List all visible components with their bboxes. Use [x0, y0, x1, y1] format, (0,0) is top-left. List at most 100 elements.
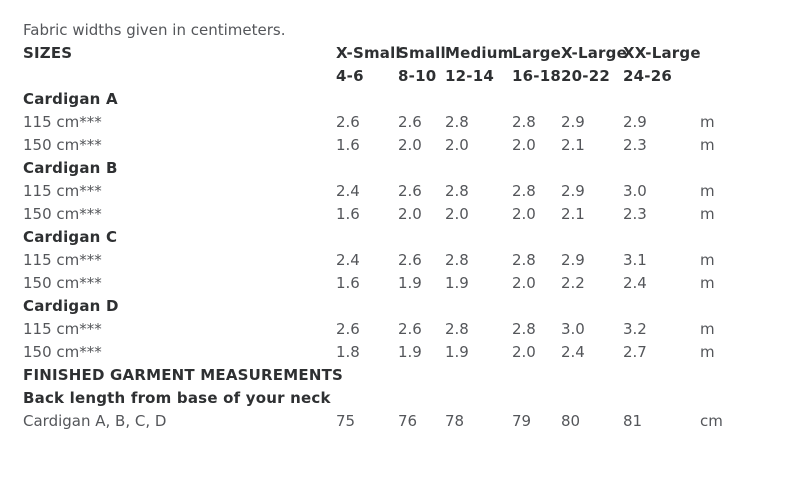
width-value: 1.9 [398, 343, 422, 361]
width-value: 2.1 [561, 205, 585, 223]
width-value: 2.8 [512, 320, 536, 338]
width-value: 2.4 [623, 274, 647, 292]
row-label: 150 cm*** [23, 274, 102, 292]
width-value: 2.8 [512, 182, 536, 200]
size-name-xxlarge: XX-Large [623, 44, 701, 62]
measurement-value: 79 [512, 412, 532, 430]
width-value: 1.9 [445, 343, 469, 361]
unit-label: m [700, 182, 715, 200]
fabric-widths-page: Fabric widths given in centimeters. SIZE… [23, 19, 803, 433]
size-range-large: 16-18 [512, 67, 561, 85]
section-header-row: Cardigan D [23, 295, 803, 318]
width-value: 1.8 [336, 343, 360, 361]
width-value: 1.6 [336, 274, 360, 292]
width-value: 1.6 [336, 136, 360, 154]
width-value: 2.0 [445, 205, 469, 223]
width-value: 2.9 [561, 113, 585, 131]
fabric-width-row: 150 cm*** 1.8 1.9 1.9 2.0 2.4 2.7 m [23, 341, 803, 364]
intro-row: Fabric widths given in centimeters. [23, 19, 803, 42]
section-title: Cardigan A [23, 90, 118, 108]
measurement-value: 75 [336, 412, 356, 430]
spacer-cell [700, 42, 803, 65]
row-label: 115 cm*** [23, 113, 102, 131]
size-name-xlarge: X-Large [561, 44, 627, 62]
fabric-width-row: 115 cm*** 2.4 2.6 2.8 2.8 2.9 3.0 m [23, 180, 803, 203]
fabric-width-row: 150 cm*** 1.6 2.0 2.0 2.0 2.1 2.3 m [23, 134, 803, 157]
row-label: 115 cm*** [23, 251, 102, 269]
fabric-width-row: 150 cm*** 1.6 2.0 2.0 2.0 2.1 2.3 m [23, 203, 803, 226]
section-title: Cardigan B [23, 159, 118, 177]
row-label: 150 cm*** [23, 136, 102, 154]
unit-label: m [700, 136, 715, 154]
width-value: 2.8 [445, 251, 469, 269]
width-value: 2.2 [561, 274, 585, 292]
width-value: 2.0 [398, 136, 422, 154]
measurement-value: 76 [398, 412, 418, 430]
row-label: 115 cm*** [23, 320, 102, 338]
finished-measurement-row: Cardigan A, B, C, D 75 76 78 79 80 81 cm [23, 410, 803, 433]
width-value: 2.9 [561, 182, 585, 200]
width-value: 2.0 [398, 205, 422, 223]
width-value: 1.6 [336, 205, 360, 223]
width-value: 2.6 [398, 182, 422, 200]
width-value: 1.9 [445, 274, 469, 292]
size-range-xxlarge: 24-26 [623, 67, 672, 85]
width-value: 2.0 [512, 136, 536, 154]
measurement-value: 78 [445, 412, 465, 430]
width-value: 3.0 [561, 320, 585, 338]
width-value: 3.1 [623, 251, 647, 269]
width-value: 2.4 [561, 343, 585, 361]
spacer-cell [700, 65, 803, 88]
width-value: 2.6 [336, 320, 360, 338]
spacer-cell [23, 65, 336, 88]
width-value: 2.6 [398, 320, 422, 338]
section-header-row: Cardigan B [23, 157, 803, 180]
size-names-header-row: SIZES X-Small Small Medium Large X-Large… [23, 42, 803, 65]
section-title: Cardigan C [23, 228, 118, 246]
size-range-small: 8-10 [398, 67, 437, 85]
row-label: 150 cm*** [23, 343, 102, 361]
size-ranges-header-row: 4-6 8-10 12-14 16-18 20-22 24-26 [23, 65, 803, 88]
width-value: 2.0 [445, 136, 469, 154]
back-length-heading: Back length from base of your neck [23, 389, 331, 407]
width-value: 2.3 [623, 136, 647, 154]
back-length-heading-row: Back length from base of your neck [23, 387, 803, 410]
unit-label: m [700, 205, 715, 223]
finished-heading-row: FINISHED GARMENT MEASUREMENTS [23, 364, 803, 387]
width-value: 3.2 [623, 320, 647, 338]
measurement-value: 81 [623, 412, 643, 430]
measurement-value: 80 [561, 412, 581, 430]
unit-label: cm [700, 412, 723, 430]
fabric-width-table: Fabric widths given in centimeters. SIZE… [23, 19, 803, 433]
sizes-label: SIZES [23, 44, 73, 62]
section-header-row: Cardigan C [23, 226, 803, 249]
size-name-small: Small [398, 44, 446, 62]
width-value: 2.8 [445, 182, 469, 200]
size-range-xlarge: 20-22 [561, 67, 610, 85]
width-value: 1.9 [398, 274, 422, 292]
size-range-medium: 12-14 [445, 67, 494, 85]
width-value: 2.8 [445, 113, 469, 131]
fabric-width-row: 115 cm*** 2.4 2.6 2.8 2.8 2.9 3.1 m [23, 249, 803, 272]
unit-label: m [700, 113, 715, 131]
row-label: 150 cm*** [23, 205, 102, 223]
width-value: 2.8 [512, 113, 536, 131]
width-value: 2.1 [561, 136, 585, 154]
width-value: 2.0 [512, 343, 536, 361]
fabric-width-row: 115 cm*** 2.6 2.6 2.8 2.8 3.0 3.2 m [23, 318, 803, 341]
section-header-row: Cardigan A [23, 88, 803, 111]
width-value: 2.3 [623, 205, 647, 223]
width-value: 2.8 [445, 320, 469, 338]
width-value: 2.4 [336, 182, 360, 200]
width-value: 2.6 [398, 113, 422, 131]
size-name-medium: Medium [445, 44, 514, 62]
width-value: 2.0 [512, 274, 536, 292]
width-value: 2.9 [623, 113, 647, 131]
finished-garment-heading: FINISHED GARMENT MEASUREMENTS [23, 366, 344, 384]
row-label: 115 cm*** [23, 182, 102, 200]
unit-label: m [700, 320, 715, 338]
fabric-width-row: 150 cm*** 1.6 1.9 1.9 2.0 2.2 2.4 m [23, 272, 803, 295]
width-value: 3.0 [623, 182, 647, 200]
unit-label: m [700, 343, 715, 361]
width-value: 2.4 [336, 251, 360, 269]
